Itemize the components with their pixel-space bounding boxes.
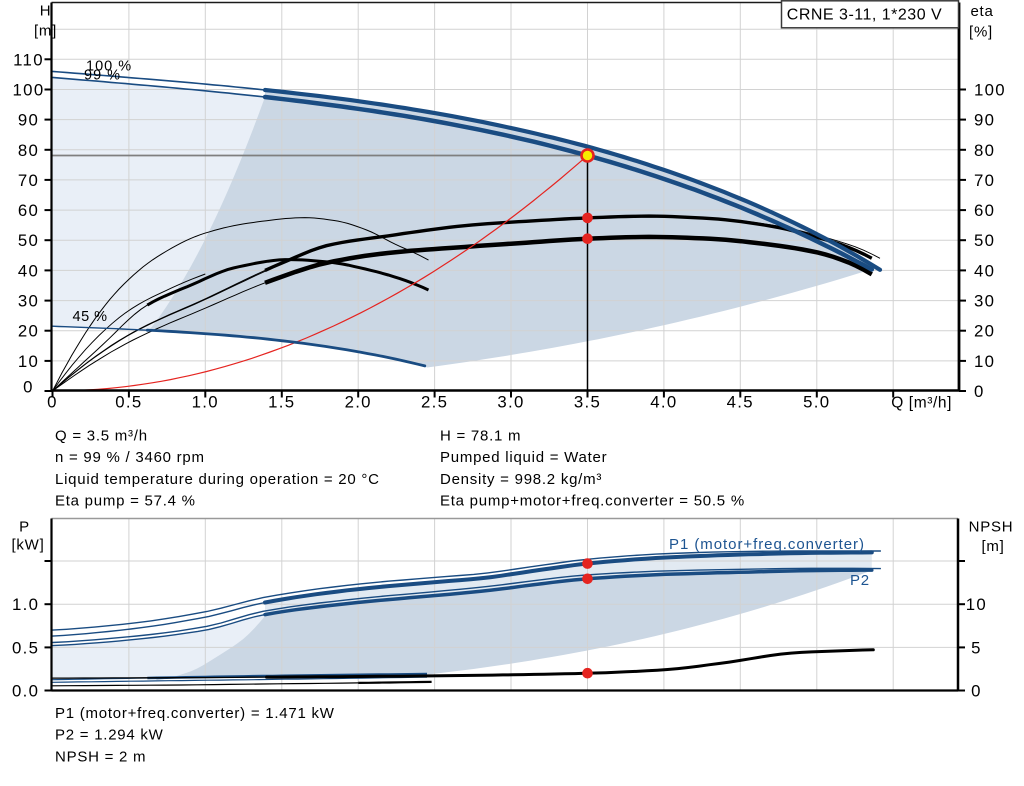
svg-text:1.5: 1.5 [268,393,295,412]
svg-text:60: 60 [18,201,39,220]
svg-text:P1 (motor+freq.converter): P1 (motor+freq.converter) [669,536,865,553]
svg-text:70: 70 [18,171,39,190]
svg-text:Liquid temperature during oper: Liquid temperature during operation = 20… [55,471,380,488]
svg-text:n = 99 % / 3460 rpm: n = 99 % / 3460 rpm [55,449,205,466]
svg-text:5.0: 5.0 [803,393,830,412]
svg-text:10: 10 [18,352,39,371]
svg-text:H: H [40,3,52,20]
svg-text:80: 80 [18,141,39,160]
svg-text:4.0: 4.0 [650,393,677,412]
svg-text:Q = 3.5 m³/h: Q = 3.5 m³/h [55,428,148,445]
svg-text:Eta pump = 57.4 %: Eta pump = 57.4 % [55,493,196,510]
svg-text:70: 70 [974,171,995,190]
svg-text:100: 100 [13,81,45,100]
svg-text:P2 = 1.294 kW: P2 = 1.294 kW [55,727,164,744]
svg-text:40: 40 [974,261,995,280]
svg-text:10: 10 [966,595,987,614]
svg-text:CRNE 3-11, 1*230 V: CRNE 3-11, 1*230 V [787,7,942,24]
svg-text:2.5: 2.5 [421,393,448,412]
svg-text:40: 40 [18,261,39,280]
svg-text:1.0: 1.0 [192,393,219,412]
svg-text:[m]: [m] [981,538,1004,555]
svg-text:20: 20 [18,322,39,341]
svg-text:60: 60 [974,201,995,220]
svg-text:30: 30 [18,292,39,311]
svg-text:NPSH = 2 m: NPSH = 2 m [55,748,146,765]
svg-text:100 %: 100 % [86,59,132,75]
svg-text:[kW]: [kW] [12,537,45,554]
svg-text:0: 0 [974,382,985,401]
svg-text:20: 20 [974,322,995,341]
svg-text:2.0: 2.0 [345,393,372,412]
svg-text:[%]: [%] [969,24,993,41]
svg-text:45 %: 45 % [73,309,108,325]
svg-text:0.0: 0.0 [12,682,39,701]
svg-text:[m]: [m] [34,23,57,40]
svg-text:NPSH: NPSH [969,519,1014,536]
svg-text:100: 100 [974,81,1006,100]
svg-text:0: 0 [47,393,58,412]
svg-text:110: 110 [13,50,44,69]
svg-text:0.5: 0.5 [12,638,39,657]
svg-text:3.0: 3.0 [497,393,524,412]
svg-text:Eta pump+motor+freq.converter: Eta pump+motor+freq.converter = 50.5 % [440,493,745,510]
svg-text:90: 90 [18,111,39,130]
svg-text:90: 90 [974,111,995,130]
svg-text:5: 5 [971,638,982,657]
svg-text:50: 50 [974,231,995,250]
svg-text:0: 0 [23,378,34,397]
svg-text:Pumped liquid = Water: Pumped liquid = Water [440,449,607,466]
svg-text:1.0: 1.0 [12,595,39,614]
svg-text:Q [m³/h]: Q [m³/h] [891,395,952,412]
svg-text:P2: P2 [850,572,870,589]
svg-text:99 %: 99 % [84,68,121,84]
svg-text:80: 80 [974,141,995,160]
svg-text:0: 0 [971,682,982,701]
svg-text:eta: eta [970,3,993,20]
svg-text:50: 50 [18,231,39,250]
svg-text:4.5: 4.5 [727,393,754,412]
svg-text:3.5: 3.5 [574,393,601,412]
svg-text:0.5: 0.5 [115,393,142,412]
svg-text:30: 30 [974,292,995,311]
svg-text:Density = 998.2 kg/m³: Density = 998.2 kg/m³ [440,471,602,488]
svg-text:P: P [19,519,30,536]
svg-text:10: 10 [974,352,995,371]
svg-text:P1 (motor+freq.converter) = 1.: P1 (motor+freq.converter) = 1.471 kW [55,705,335,722]
svg-text:H = 78.1 m: H = 78.1 m [440,428,521,445]
